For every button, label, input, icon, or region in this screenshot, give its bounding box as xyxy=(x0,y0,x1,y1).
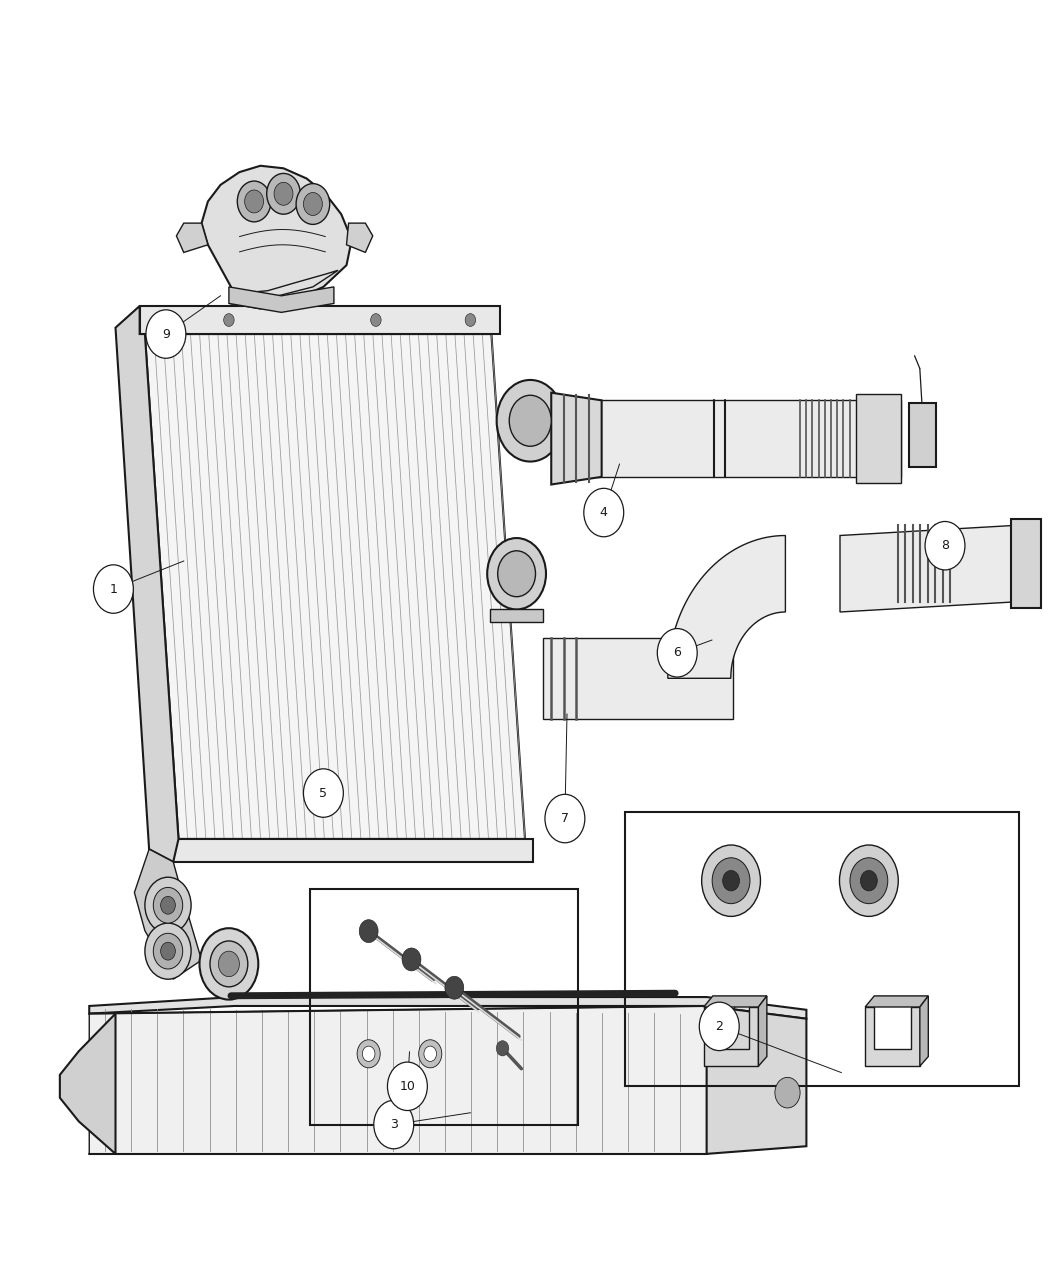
Circle shape xyxy=(303,193,322,215)
Circle shape xyxy=(210,941,248,987)
Circle shape xyxy=(487,538,546,609)
Polygon shape xyxy=(865,1007,920,1066)
Circle shape xyxy=(200,928,258,1000)
Polygon shape xyxy=(229,287,334,312)
Circle shape xyxy=(701,845,760,917)
Polygon shape xyxy=(173,839,533,862)
Polygon shape xyxy=(346,223,373,252)
Circle shape xyxy=(402,949,421,972)
Polygon shape xyxy=(865,996,928,1007)
Text: 10: 10 xyxy=(399,1080,416,1093)
Polygon shape xyxy=(758,996,766,1066)
Circle shape xyxy=(161,896,175,914)
Circle shape xyxy=(387,1062,427,1111)
Polygon shape xyxy=(134,849,202,979)
Circle shape xyxy=(245,190,264,213)
Text: 9: 9 xyxy=(162,328,170,340)
Circle shape xyxy=(545,794,585,843)
Circle shape xyxy=(362,1046,375,1061)
Circle shape xyxy=(145,923,191,979)
Polygon shape xyxy=(89,1006,707,1154)
Polygon shape xyxy=(920,996,928,1066)
Circle shape xyxy=(303,769,343,817)
Circle shape xyxy=(860,871,877,891)
Circle shape xyxy=(584,488,624,537)
Circle shape xyxy=(419,1040,442,1068)
Text: 2: 2 xyxy=(715,1020,723,1033)
Circle shape xyxy=(509,395,551,446)
Text: 8: 8 xyxy=(941,539,949,552)
Circle shape xyxy=(153,933,183,969)
Polygon shape xyxy=(145,334,525,839)
Bar xyxy=(625,812,1018,1086)
Circle shape xyxy=(224,314,234,326)
Bar xyxy=(556,400,901,477)
Text: 3: 3 xyxy=(390,1118,398,1131)
Polygon shape xyxy=(140,306,500,334)
Polygon shape xyxy=(668,536,785,678)
Polygon shape xyxy=(116,306,178,862)
Text: 1: 1 xyxy=(109,583,118,595)
Text: 5: 5 xyxy=(319,787,328,799)
Circle shape xyxy=(712,858,750,904)
Text: 7: 7 xyxy=(561,812,569,825)
Circle shape xyxy=(161,942,175,960)
Polygon shape xyxy=(704,1007,758,1066)
Circle shape xyxy=(237,181,271,222)
Circle shape xyxy=(849,858,887,904)
Text: 6: 6 xyxy=(673,646,681,659)
Polygon shape xyxy=(707,1006,806,1154)
Circle shape xyxy=(497,380,564,462)
Circle shape xyxy=(371,314,381,326)
Circle shape xyxy=(146,310,186,358)
Circle shape xyxy=(274,182,293,205)
Circle shape xyxy=(218,951,239,977)
Bar xyxy=(543,638,733,719)
Circle shape xyxy=(153,887,183,923)
Circle shape xyxy=(445,977,464,1000)
Bar xyxy=(310,889,578,1125)
Circle shape xyxy=(775,1077,800,1108)
Circle shape xyxy=(359,919,378,942)
Polygon shape xyxy=(856,394,901,483)
Polygon shape xyxy=(89,997,806,1019)
Polygon shape xyxy=(60,1014,116,1154)
Text: 4: 4 xyxy=(600,506,608,519)
Circle shape xyxy=(465,314,476,326)
Polygon shape xyxy=(551,393,602,484)
Circle shape xyxy=(657,629,697,677)
Polygon shape xyxy=(704,996,766,1007)
Circle shape xyxy=(296,184,330,224)
Circle shape xyxy=(497,1040,509,1056)
Circle shape xyxy=(498,551,536,597)
Circle shape xyxy=(699,1002,739,1051)
Polygon shape xyxy=(840,525,1016,612)
Circle shape xyxy=(925,521,965,570)
Circle shape xyxy=(722,871,739,891)
Circle shape xyxy=(374,1100,414,1149)
Polygon shape xyxy=(202,166,352,309)
Circle shape xyxy=(424,1046,437,1061)
Circle shape xyxy=(145,877,191,933)
Circle shape xyxy=(357,1040,380,1068)
Circle shape xyxy=(267,173,300,214)
Circle shape xyxy=(93,565,133,613)
Polygon shape xyxy=(490,609,543,622)
Polygon shape xyxy=(909,403,936,467)
Polygon shape xyxy=(176,223,208,252)
Polygon shape xyxy=(1011,519,1041,608)
Circle shape xyxy=(839,845,898,917)
